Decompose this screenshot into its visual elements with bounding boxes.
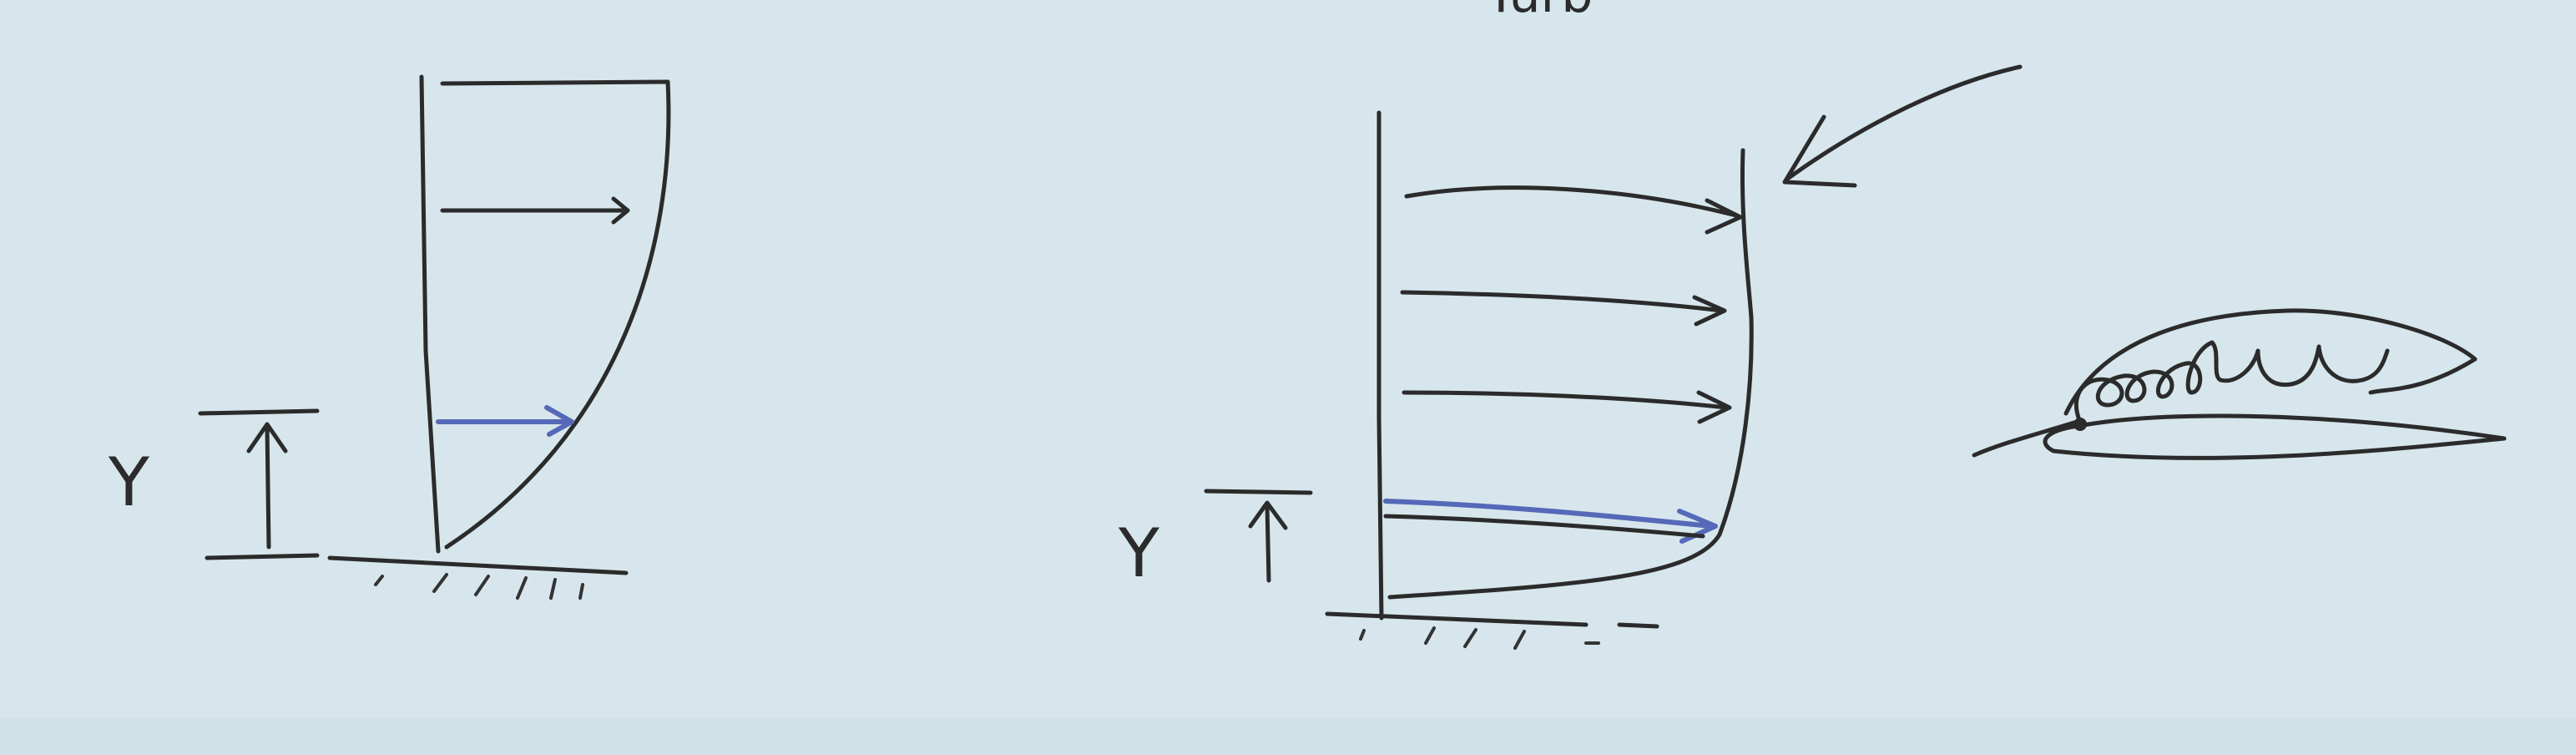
board-bottom-shade <box>0 718 2576 755</box>
airfoil-leading-edge-dot <box>2073 418 2087 431</box>
turbulent-ground-hatching <box>1359 626 1600 650</box>
pointer-arrow <box>1782 64 2023 188</box>
top-cutoff-text: Turb <box>1485 0 1593 24</box>
turbulent-y-dimension-arrow <box>1248 500 1288 583</box>
laminar-profile: Y <box>108 74 671 600</box>
laminar-y-label: Y <box>108 443 150 521</box>
laminar-y-dimension-arrow <box>246 422 288 550</box>
laminar-highlight-arrow <box>436 405 574 437</box>
turbulent-arrow-3 <box>1402 390 1732 424</box>
turbulent-ground-line <box>1325 611 1659 629</box>
laminar-top-line <box>440 79 670 86</box>
turbulent-vertical-axis <box>1376 110 1384 621</box>
laminar-upper-arrow <box>440 196 630 225</box>
laminar-ground-hatching <box>374 573 584 600</box>
turbulent-arrow-2 <box>1400 290 1727 327</box>
turbulent-y-label: Y <box>1118 514 1160 592</box>
airfoil-lower-surface <box>2043 413 2507 460</box>
airfoil-separation-vortices <box>2073 340 2390 420</box>
laminar-y-top-tick <box>198 408 320 416</box>
turbulent-profile-curve <box>1387 148 1754 600</box>
laminar-y-bottom-tick <box>205 553 320 560</box>
turbulent-arrow-1 <box>1404 185 1743 235</box>
laminar-ground-line <box>327 555 629 575</box>
laminar-vertical-axis <box>419 74 441 554</box>
airfoil-sketch <box>1972 308 2507 460</box>
turbulent-y-top-tick <box>1204 489 1313 495</box>
airfoil-upper-surface <box>2063 308 2478 416</box>
airfoil-incoming-streamline <box>1972 419 2079 458</box>
turbulent-profile: Y <box>1118 64 2023 650</box>
turbulent-highlight-underline <box>1383 514 1705 539</box>
laminar-profile-curve <box>444 79 671 550</box>
